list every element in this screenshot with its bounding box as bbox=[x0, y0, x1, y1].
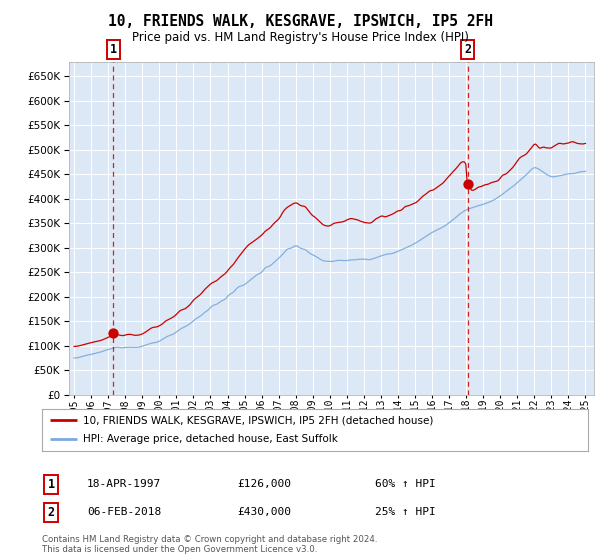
Text: Price paid vs. HM Land Registry's House Price Index (HPI): Price paid vs. HM Land Registry's House … bbox=[131, 31, 469, 44]
Text: 2: 2 bbox=[464, 43, 471, 56]
Point bbox=[463, 180, 472, 189]
Text: 18-APR-1997: 18-APR-1997 bbox=[87, 479, 161, 489]
Text: HPI: Average price, detached house, East Suffolk: HPI: Average price, detached house, East… bbox=[83, 435, 338, 445]
Text: 06-FEB-2018: 06-FEB-2018 bbox=[87, 507, 161, 517]
Text: 25% ↑ HPI: 25% ↑ HPI bbox=[375, 507, 436, 517]
Text: 1: 1 bbox=[110, 43, 117, 56]
Text: 1: 1 bbox=[47, 478, 55, 491]
Point bbox=[109, 329, 118, 338]
Text: 10, FRIENDS WALK, KESGRAVE, IPSWICH, IP5 2FH (detached house): 10, FRIENDS WALK, KESGRAVE, IPSWICH, IP5… bbox=[83, 415, 433, 425]
Text: £126,000: £126,000 bbox=[237, 479, 291, 489]
Text: 10, FRIENDS WALK, KESGRAVE, IPSWICH, IP5 2FH: 10, FRIENDS WALK, KESGRAVE, IPSWICH, IP5… bbox=[107, 14, 493, 29]
Text: 60% ↑ HPI: 60% ↑ HPI bbox=[375, 479, 436, 489]
Text: Contains HM Land Registry data © Crown copyright and database right 2024.
This d: Contains HM Land Registry data © Crown c… bbox=[42, 535, 377, 554]
Text: 2: 2 bbox=[47, 506, 55, 519]
Text: £430,000: £430,000 bbox=[237, 507, 291, 517]
